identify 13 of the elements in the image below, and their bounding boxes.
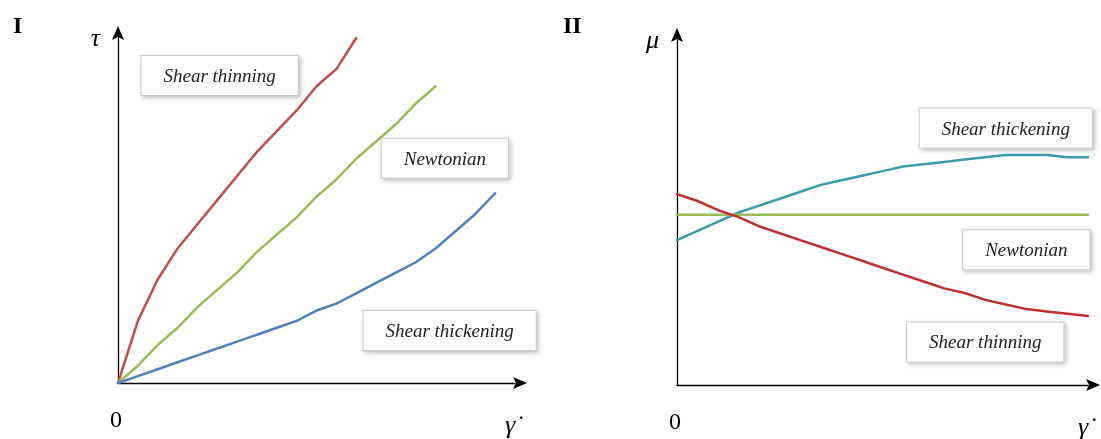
text: 0 bbox=[669, 408, 681, 434]
series-label: Newtonian bbox=[402, 147, 487, 169]
chart-title: I bbox=[13, 12, 23, 38]
series-label: Shear thinning bbox=[929, 331, 1042, 353]
series-label: Newtonian bbox=[984, 239, 1068, 261]
chart-title: II bbox=[563, 12, 582, 38]
x-axis-title: γ̇ bbox=[505, 409, 524, 439]
y-axis-title: μ bbox=[644, 24, 659, 54]
series-label: Shear thickening bbox=[941, 117, 1070, 139]
series-label: Shear thinning bbox=[163, 64, 276, 86]
text: 0 bbox=[110, 406, 122, 432]
series-label: Shear thickening bbox=[385, 319, 514, 341]
y-axis-title: τ bbox=[90, 22, 102, 52]
